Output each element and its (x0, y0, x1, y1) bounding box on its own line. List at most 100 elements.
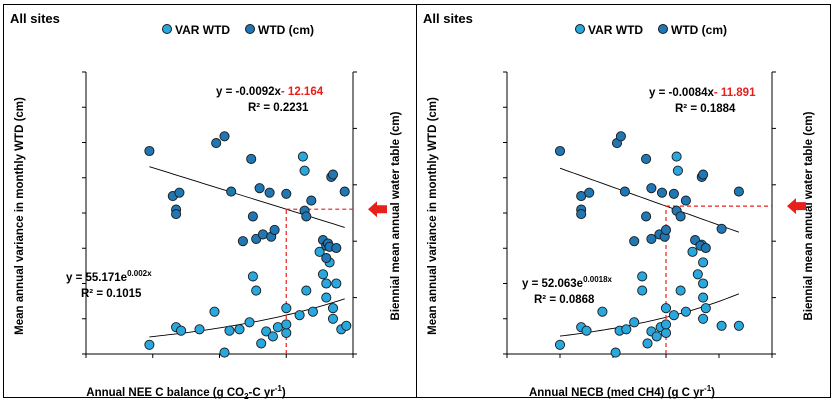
linear-equation-intercept: - 12.164 (281, 86, 324, 98)
linear-equation: y = -0.0092x- 12.164 (216, 86, 324, 98)
data-point-var-wtd (224, 325, 235, 336)
data-point-wtd (675, 211, 686, 222)
data-point-var-wtd (272, 322, 283, 333)
data-point-wtd (321, 253, 332, 264)
scatter-chart-necb: All sites VAR WTD WTD (cm) Mean annual v… (423, 11, 815, 399)
data-point-wtd (301, 211, 312, 222)
y-axis-right-title: Biennial mean annual water table (cm) (803, 111, 815, 320)
data-point-var-wtd (733, 320, 744, 331)
data-point-wtd (733, 186, 744, 197)
data-point-var-wtd (251, 285, 262, 296)
exponential-equation-exponent: 0.002x (127, 269, 152, 278)
data-point-var-wtd (256, 338, 267, 349)
data-point-var-wtd (680, 306, 691, 317)
data-point-wtd (584, 187, 595, 198)
data-point-var-wtd (660, 327, 672, 338)
data-point-var-wtd (327, 313, 339, 324)
data-point-wtd (171, 209, 182, 220)
data-point-var-wtd (321, 292, 332, 303)
x-axis-title-text: Annual NEE C balance (g CO (86, 387, 244, 399)
data-point-var-wtd (660, 303, 672, 314)
data-point-var-wtd (234, 324, 245, 335)
data-point-wtd (246, 153, 257, 164)
exponential-equation-exponent: 0.0018x (583, 275, 612, 284)
x-axis-title-subscript: 2 (244, 392, 249, 401)
data-point-var-wtd (597, 306, 608, 317)
legend-marker-var-wtd (162, 24, 172, 34)
data-point-wtd (698, 169, 709, 180)
data-point-wtd (716, 223, 727, 234)
linear-equation-text: y = -0.0092x (216, 86, 282, 98)
data-point-wtd (656, 187, 668, 198)
data-point-wtd (646, 183, 657, 194)
y-axis-left-title: Mean annual variance in monthly WTD (cm) (14, 97, 26, 335)
linear-equation-intercept: - 11.891 (714, 87, 756, 99)
data-point-var-wtd (341, 320, 352, 331)
data-point-var-wtd (692, 269, 703, 280)
data-point-wtd (668, 188, 679, 199)
data-point-var-wtd (554, 339, 566, 350)
data-point-var-wtd (700, 303, 711, 314)
data-point-var-wtd (621, 324, 632, 335)
data-point-var-wtd (687, 246, 698, 257)
data-point-var-wtd (317, 269, 329, 280)
data-point-wtd (174, 187, 185, 198)
data-point-var-wtd (331, 278, 342, 289)
data-point-var-wtd (194, 324, 205, 335)
x-axis-title-text-end: ) (282, 387, 286, 399)
data-point-var-wtd (668, 310, 679, 321)
trendline-wtd (149, 166, 345, 228)
data-point-var-wtd (637, 285, 648, 296)
data-point-var-wtd (294, 310, 305, 321)
exponential-equation: y = 55.171e0.002x (66, 269, 152, 284)
data-point-wtd (646, 233, 657, 244)
data-point-var-wtd (176, 325, 187, 336)
exponential-r-squared: R² = 0.0868 (534, 294, 595, 306)
data-point-var-wtd (281, 319, 292, 330)
exponential-r-squared: R² = 0.1015 (81, 288, 142, 300)
y-axis-right-title: Biennial mean annual water table (cm) (390, 111, 402, 320)
data-point-wtd (641, 153, 652, 164)
data-point-var-wtd (144, 339, 155, 350)
data-point-var-wtd (327, 303, 339, 314)
data-point-wtd (281, 188, 292, 199)
data-point-wtd (680, 195, 691, 206)
data-point-wtd (306, 195, 317, 206)
data-point-wtd (615, 131, 626, 142)
data-point-wtd (619, 186, 630, 197)
linear-equation-text: y = -0.0084x (649, 87, 715, 99)
linear-r-squared: R² = 0.2231 (248, 102, 309, 114)
data-point-wtd (219, 131, 230, 142)
y-axis-left-title: Mean annual variance in monthly WTD (cm) (427, 97, 439, 335)
exponential-equation: y = 52.063e0.0018x (522, 275, 613, 290)
legend-marker-wtd (245, 24, 255, 34)
data-point-wtd (629, 236, 640, 247)
legend-label-wtd: WTD (cm) (258, 23, 314, 37)
intercept-arrow-icon (787, 198, 806, 215)
x-axis-title-text-mid: -C yr (249, 387, 276, 399)
data-point-var-wtd (610, 347, 621, 358)
data-point-var-wtd (321, 278, 332, 289)
legend-label-var-wtd: VAR WTD (588, 23, 643, 37)
legend-label-var-wtd: VAR WTD (175, 23, 230, 37)
data-point-wtd (226, 186, 237, 197)
data-point-var-wtd (581, 325, 592, 336)
exponential-equation-text: y = 52.063e (522, 278, 583, 290)
data-point-var-wtd (651, 331, 662, 342)
data-point-wtd (254, 183, 265, 194)
x-axis-title-superscript: -1 (275, 384, 283, 393)
x-axis-title-superscript: -1 (704, 384, 712, 393)
intercept-arrow-icon (368, 201, 387, 218)
data-point-var-wtd (698, 292, 709, 303)
panel-title: All sites (423, 11, 473, 26)
data-point-var-wtd (698, 257, 709, 268)
chart-panel-necb: All sites VAR WTD WTD (cm) Mean annual v… (416, 4, 831, 399)
data-point-var-wtd (267, 331, 278, 342)
trendline-wtd (559, 167, 740, 233)
data-point-var-wtd (698, 313, 709, 324)
x-axis-title: Annual NEE C balance (g CO2-C yr-1) (86, 384, 286, 401)
x-axis-title: Annual NECB (med CH4) (g C yr-1) (529, 384, 715, 399)
data-point-wtd (339, 186, 350, 197)
panel-title: All sites (10, 11, 60, 26)
data-point-wtd (700, 242, 711, 254)
